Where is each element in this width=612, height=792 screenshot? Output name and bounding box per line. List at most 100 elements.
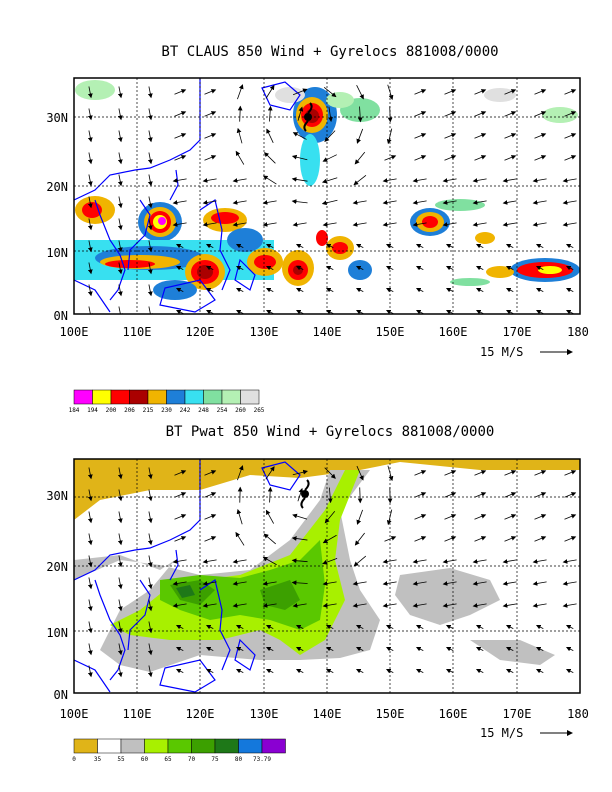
wind-vector: [504, 133, 517, 139]
wind-vector: [445, 624, 454, 630]
wind-vector: [262, 603, 277, 608]
wind-vector: [87, 533, 93, 546]
wind-vector: [147, 108, 153, 121]
wind-vector: [205, 265, 214, 271]
wind-vector: [535, 668, 544, 674]
wind-vector: [174, 133, 187, 139]
wind-vector: [87, 577, 93, 590]
wind-vector: [505, 624, 514, 630]
claus-lat-labels: 0N 10N 20N 30N: [46, 111, 68, 323]
wind-vector: [262, 581, 277, 586]
wind-vector: [117, 240, 123, 253]
wind-vector: [323, 87, 337, 98]
wind-vector: [444, 155, 457, 161]
wind-vector: [562, 581, 577, 586]
wind-vector: [117, 511, 123, 524]
wind-vector: [475, 668, 484, 674]
wind-vector: [87, 130, 93, 143]
claus-title: BT CLAUS 850 Wind + Gyrelocs 881008/0000: [161, 44, 498, 60]
wind-vector: [291, 580, 308, 586]
wind-vector: [355, 624, 364, 630]
pwat-lat-labels: 0N 10N 20N 30N: [46, 489, 68, 702]
wind-vector: [87, 306, 93, 314]
wind-vector: [205, 668, 214, 674]
wind-vector: [204, 133, 217, 139]
wind-vector: [147, 467, 153, 480]
wind-vector: [505, 309, 514, 314]
wind-vector: [265, 624, 274, 630]
wind-vector: [442, 200, 457, 205]
pwat-wind-vectors: [87, 465, 577, 678]
wind-vector: [535, 646, 544, 652]
wind-vector: [87, 621, 93, 634]
wind-vector: [385, 624, 394, 630]
wind-vector: [505, 646, 514, 652]
wind-vector: [472, 581, 487, 586]
wind-vector: [237, 105, 243, 122]
wind-vector: [385, 309, 394, 314]
legend-swatch: [97, 738, 122, 754]
wind-vector: [472, 200, 487, 205]
legend-label: 206: [124, 407, 135, 414]
wind-vector: [415, 646, 424, 652]
wind-vector: [385, 243, 394, 249]
wind-vector: [562, 559, 577, 564]
wind-vector: [565, 243, 574, 249]
wind-vector: [147, 599, 153, 612]
lat-label: 10N: [46, 246, 68, 260]
wind-vector: [204, 514, 217, 520]
wind-vector: [505, 287, 514, 293]
wind-vector: [502, 603, 517, 608]
wind-vector: [565, 668, 574, 674]
wind-vector: [414, 492, 427, 498]
wind-vector: [355, 265, 364, 271]
wind-vector: [505, 668, 514, 674]
wind-vector: [147, 152, 153, 165]
wind-vector: [564, 111, 577, 117]
wind-vector: [117, 577, 123, 590]
wind-vector: [532, 200, 547, 205]
wind-vector: [356, 509, 364, 525]
wind-vector: [322, 534, 337, 544]
wind-vector: [352, 222, 367, 227]
wind-vector: [352, 581, 367, 586]
wind-vector: [325, 668, 334, 674]
wind-vector: [321, 199, 338, 206]
wind-vector: [414, 514, 427, 520]
wind-vector: [205, 624, 214, 630]
wind-vector: [292, 513, 308, 520]
wind-vector: [385, 287, 394, 293]
wind-vector: [295, 624, 304, 630]
wind-vector: [264, 152, 276, 164]
wind-vector: [266, 128, 274, 143]
wind-vector: [532, 603, 547, 608]
wind-vector: [565, 624, 574, 630]
legend-swatch: [261, 738, 286, 754]
wind-vector: [355, 243, 364, 249]
lon-label: 180: [567, 707, 589, 721]
wind-vector: [117, 218, 123, 231]
wind-vector: [382, 222, 397, 227]
wind-vector: [87, 489, 93, 502]
wind-vector: [87, 643, 93, 656]
wind-vector: [204, 492, 217, 498]
wind-vector: [474, 470, 487, 476]
wind-vector: [175, 624, 184, 630]
wind-vector: [356, 465, 364, 481]
wind-vector: [147, 174, 153, 187]
legend-label: 260: [235, 407, 246, 414]
wind-vector: [442, 222, 457, 227]
wind-vector: [235, 243, 244, 249]
wind-vector: [147, 577, 153, 590]
wind-vector: [352, 603, 367, 608]
wind-vector: [534, 514, 547, 520]
wind-vector: [172, 559, 187, 564]
wind-vector: [172, 603, 187, 608]
wind-vector: [291, 536, 308, 541]
wind-vector: [117, 130, 123, 143]
legend-label: 35: [94, 756, 102, 763]
wind-vector: [534, 470, 547, 476]
wind-vector: [291, 154, 308, 161]
wind-vector: [297, 487, 304, 502]
wind-vector: [236, 127, 243, 144]
